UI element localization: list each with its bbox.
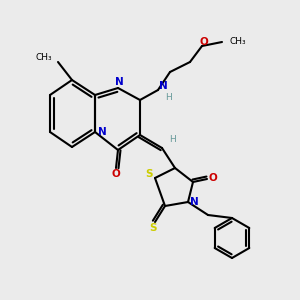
Text: N: N xyxy=(115,77,123,87)
Text: S: S xyxy=(149,223,157,233)
Text: N: N xyxy=(159,81,167,91)
Text: O: O xyxy=(200,37,208,47)
Text: CH₃: CH₃ xyxy=(35,52,52,62)
Text: N: N xyxy=(190,197,198,207)
Text: O: O xyxy=(208,173,217,183)
Text: H: H xyxy=(169,136,176,145)
Text: N: N xyxy=(98,127,106,137)
Text: O: O xyxy=(112,169,120,179)
Text: H: H xyxy=(165,94,171,103)
Text: S: S xyxy=(145,169,153,179)
Text: CH₃: CH₃ xyxy=(230,37,247,46)
